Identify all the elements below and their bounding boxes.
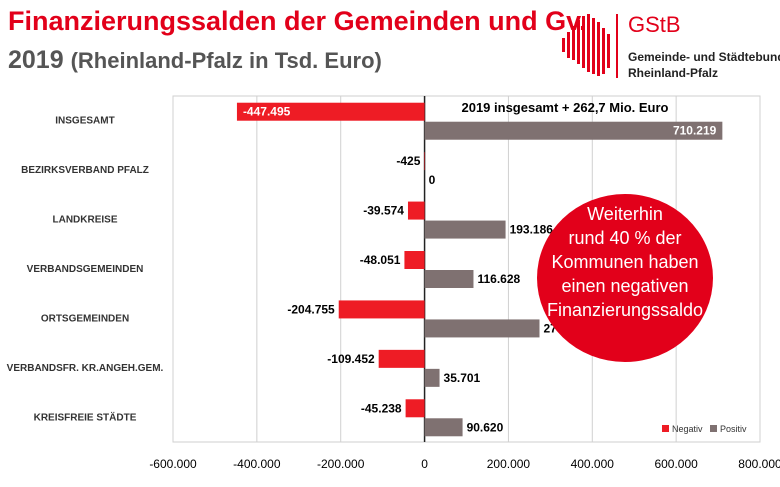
summary-annotation: 2019 insgesamt + 262,7 Mio. Euro — [461, 100, 668, 115]
subtitle-year: 2019 — [8, 46, 64, 74]
legend-swatch-positive — [710, 425, 717, 432]
bar-negative — [405, 399, 425, 418]
subtitle-paren: (Rheinland-Pfalz in Tsd. Euro) — [70, 48, 382, 73]
x-tick-labels: -600.000 -400.000 -200.000 0 200.000 400.000 6… — [149, 457, 780, 471]
bar-chart: INSGESAMT BEZIRKSVERBAND PFALZ LANDKREISE V… — [7, 95, 780, 471]
chart-title: Finanzierungssalden der Gemeinden und Gv… — [8, 6, 587, 36]
bar-negative — [404, 251, 425, 269]
callout-ellipse — [537, 194, 713, 362]
category-labels: INSGESAMT BEZIRKSVERBAND PFALZ LANDKREISE V… — [7, 116, 164, 424]
x-tick-label: 0 — [421, 457, 428, 471]
x-tick-label: 600.000 — [654, 457, 698, 471]
x-tick-label: -200.000 — [317, 457, 365, 471]
data-label-positive: 0 — [429, 173, 436, 187]
data-label-negative: -39.574 — [363, 204, 404, 218]
category-label: VERBANDSGEMEINDEN — [27, 264, 144, 275]
logo-line-2: Rheinland-Pfalz — [628, 66, 719, 80]
bar-negative — [378, 349, 425, 368]
bar-negative — [407, 201, 425, 220]
header: Finanzierungssalden der Gemeinden und Gv… — [0, 0, 780, 92]
data-label-positive: 116.628 — [477, 272, 520, 286]
data-label-positive: 90.620 — [467, 420, 504, 434]
callout-line-1: Weiterhin — [587, 204, 663, 224]
plot-area: INSGESAMT BEZIRKSVERBAND PFALZ LANDKREISE V… — [0, 92, 780, 482]
logo-name: GStB — [628, 12, 681, 37]
legend-swatch-negative — [662, 425, 669, 432]
x-tick-label: 200.000 — [487, 457, 531, 471]
callout-text: Weiterhin rund 40 % der Kommunen haben e… — [540, 202, 710, 322]
bar-negative — [424, 152, 425, 171]
x-tick-label: 400.000 — [571, 457, 615, 471]
category-label: INSGESAMT — [55, 116, 114, 127]
data-label-positive: 193.186 — [510, 223, 554, 237]
data-label-negative: -425 — [396, 154, 420, 168]
category-label: KREISFREIE STÄDTE — [34, 410, 137, 423]
data-label-negative: -48.051 — [360, 253, 401, 267]
bar-negative — [338, 300, 425, 319]
callout-line-5: Finanzierungssaldo — [546, 300, 704, 320]
legend-label-negative: Negativ — [672, 424, 703, 434]
logo-line-1: Gemeinde- und Städtebund — [628, 50, 780, 64]
logo-separator — [616, 14, 618, 78]
data-label-negative: -447.495 — [243, 105, 291, 119]
category-label: VERBANDSFR. KR.ANGEH.GEM. — [7, 363, 164, 374]
data-label-negative: -45.238 — [361, 401, 402, 415]
callout-line-3: Kommunen haben — [551, 252, 699, 272]
category-label: LANDKREISE — [52, 215, 117, 226]
legend-label-positive: Positiv — [720, 424, 747, 434]
data-label-positive: 35.701 — [444, 371, 481, 385]
x-tick-label: -600.000 — [149, 457, 197, 471]
bar-positive — [424, 270, 474, 288]
bar-positive — [424, 220, 506, 239]
callout-line-4: einen negativen — [561, 276, 689, 296]
bar-positive — [424, 368, 440, 387]
rlp-map-icon — [562, 14, 610, 76]
x-tick-label: -400.000 — [233, 457, 281, 471]
category-label: ORTSGEMEINDEN — [41, 313, 129, 324]
bars — [236, 102, 723, 437]
category-label: BEZIRKSVERBAND PFALZ — [21, 165, 149, 176]
bar-negative — [236, 102, 425, 121]
gstb-logo: GStB Gemeinde- und Städtebund Rheinland-… — [560, 6, 780, 86]
x-tick-label: 800.000 — [738, 457, 780, 471]
bar-positive — [424, 319, 540, 338]
bar-positive — [424, 418, 463, 437]
bar-positive — [424, 121, 723, 140]
data-label-negative: -204.755 — [287, 302, 335, 316]
callout-line-2: rund 40 % der — [568, 228, 682, 248]
legend: Negativ Positiv — [662, 424, 747, 434]
chart-subtitle: 2019 (Rheinland-Pfalz in Tsd. Euro) — [8, 46, 382, 75]
data-label-negative: -109.452 — [327, 352, 375, 366]
data-label-positive: 710.219 — [673, 124, 717, 138]
